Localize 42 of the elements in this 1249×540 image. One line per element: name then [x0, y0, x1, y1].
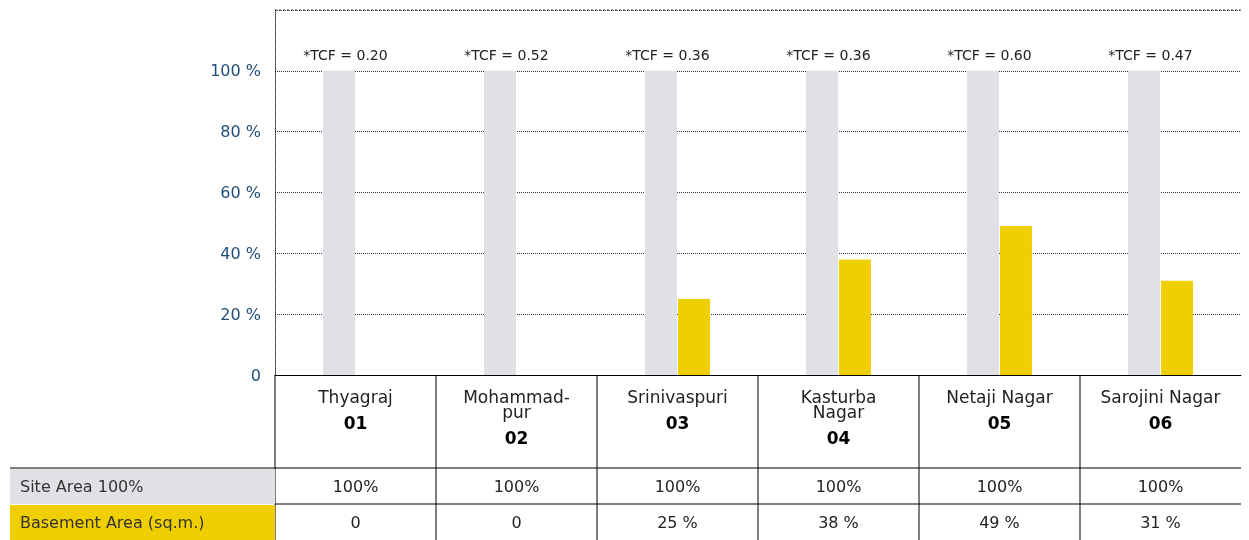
x-tick-label: Srinivaspuri 03	[627, 386, 728, 433]
bar	[677, 298, 710, 375]
data-label: 49 %	[979, 512, 1020, 532]
bar	[645, 70, 678, 375]
bar	[967, 70, 1000, 375]
y-tick-label: 40 %	[220, 243, 261, 263]
bar	[1160, 280, 1193, 375]
x-tick-label: Kasturba Nagar 04	[800, 386, 877, 448]
data-label: 31 %	[1140, 512, 1181, 532]
text: Site Area 100%	[20, 476, 144, 496]
annotation: *TCF = 0.47	[1108, 47, 1193, 63]
annotation: *TCF = 0.60	[947, 47, 1032, 63]
annotation: *TCF = 0.52	[464, 47, 549, 63]
annotation: *TCF = 0.36	[786, 47, 871, 63]
y-tick-label: 0	[250, 365, 261, 385]
x-tick-label: Mohammad- pur 02	[463, 386, 570, 448]
data-label: 25 %	[657, 512, 698, 532]
bar	[999, 225, 1032, 375]
x-tick-label: Netaji Nagar 05	[946, 386, 1053, 433]
bar	[484, 70, 517, 375]
bar	[323, 70, 356, 375]
annotation: *TCF = 0.36	[625, 47, 710, 63]
data-label: 38 %	[818, 512, 859, 532]
y-tick-label: 100 %	[210, 61, 261, 81]
bar	[1128, 70, 1161, 375]
data-label: 0	[350, 512, 361, 532]
data-label: 100%	[654, 476, 701, 496]
data-label: 100%	[1137, 476, 1184, 496]
y-tick-label: 80 %	[220, 122, 261, 142]
bar	[838, 259, 871, 375]
data-label: 100%	[976, 476, 1023, 496]
data-label: 100%	[493, 476, 540, 496]
data-label: 0	[511, 512, 522, 532]
y-tick-label: 20 %	[220, 304, 261, 324]
annotation: *TCF = 0.20	[303, 47, 388, 63]
x-tick-label: Thyagraj 01	[317, 386, 393, 433]
data-label: 100%	[815, 476, 862, 496]
x-tick-label: Sarojini Nagar 06	[1100, 386, 1221, 433]
data-label: 100%	[332, 476, 379, 496]
bar	[806, 70, 839, 375]
y-tick-label: 60 %	[220, 183, 261, 202]
text: Basement Area (sq.m.)	[20, 512, 205, 532]
